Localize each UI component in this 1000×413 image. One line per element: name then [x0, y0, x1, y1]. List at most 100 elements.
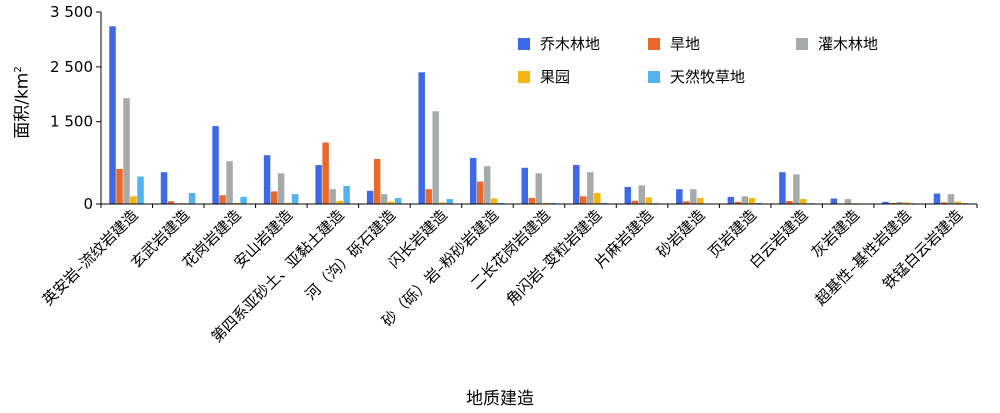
- bar-3-10: [645, 197, 653, 204]
- bar-3-8: [542, 202, 549, 204]
- legend-label: 灌木林地: [818, 35, 879, 53]
- bar-1-0: [116, 168, 123, 204]
- bar-0-9: [573, 165, 580, 204]
- y-axis-label: 面积/km2: [12, 66, 33, 139]
- bar-1-7: [476, 181, 484, 204]
- bar-4-3: [291, 194, 299, 204]
- bar-1-2: [219, 195, 226, 204]
- bar-3-12: [748, 197, 756, 204]
- bar-4-9: [601, 202, 608, 204]
- bar-1-13: [786, 200, 793, 204]
- y-tick-label: 0: [83, 195, 93, 213]
- bar-0-4: [315, 165, 322, 204]
- bar-2-6: [432, 111, 439, 204]
- bar-4-6: [446, 199, 453, 204]
- bar-1-11: [683, 201, 690, 204]
- bar-3-3: [284, 202, 292, 204]
- legend-item: 果园: [518, 66, 570, 87]
- bar-0-0: [109, 26, 116, 205]
- bar-2-16: [947, 194, 955, 204]
- bar-0-7: [469, 157, 477, 204]
- bar-4-7: [497, 202, 505, 204]
- y-tick-label: 1 500: [50, 113, 93, 131]
- bar-2-15: [896, 201, 903, 204]
- legend-swatch: [796, 37, 808, 50]
- bar-4-2: [240, 196, 247, 204]
- bar-1-16: [940, 202, 948, 204]
- bar-0-3: [263, 155, 271, 204]
- bar-1-15: [889, 202, 896, 204]
- legend-label: 果园: [540, 68, 571, 86]
- bar-0-2: [212, 126, 219, 204]
- bar-3-6: [439, 202, 446, 204]
- bar-2-0: [123, 98, 130, 204]
- bar-0-5: [366, 190, 374, 204]
- legend-label: 旱地: [670, 35, 701, 53]
- bar-4-8: [549, 202, 556, 204]
- bar-0-12: [727, 196, 735, 204]
- legend-label: 乔木林地: [540, 35, 601, 53]
- bar-3-9: [594, 193, 601, 204]
- bar-3-0: [130, 196, 137, 204]
- bar-0-15: [882, 201, 889, 204]
- bar-1-3: [270, 191, 278, 204]
- bar-2-10: [638, 185, 646, 204]
- bar-0-1: [160, 172, 168, 204]
- bar-3-15: [903, 202, 910, 204]
- bar-2-7: [483, 166, 491, 204]
- bar-0-8: [521, 167, 528, 204]
- bar-2-2: [226, 161, 233, 204]
- x-tick-label: 河（沟）砾石建造: [302, 206, 400, 304]
- bar-4-5: [394, 197, 402, 204]
- bar-1-8: [528, 197, 535, 204]
- bar-2-13: [793, 174, 800, 204]
- bar-1-6: [425, 189, 432, 204]
- bar-3-7: [490, 198, 498, 204]
- bar-0-6: [418, 72, 425, 204]
- bar-1-1: [167, 201, 175, 204]
- legend-swatch: [648, 70, 660, 83]
- bar-1-10: [631, 200, 639, 204]
- bars-group: [109, 26, 969, 205]
- bar-2-11: [690, 189, 697, 204]
- bar-0-10: [624, 186, 632, 204]
- y-tick-label: 2 500: [50, 58, 93, 76]
- bar-1-12: [734, 201, 742, 204]
- legend-item: 灌木林地: [796, 33, 878, 54]
- bar-3-5: [387, 201, 395, 204]
- bar-1-4: [322, 142, 329, 204]
- legend-label: 天然牧草地: [670, 68, 746, 86]
- x-axis-label: 地质建造: [466, 389, 534, 409]
- bar-3-2: [233, 202, 240, 204]
- legend-item: 乔木林地: [518, 33, 600, 54]
- bar-3-4: [336, 200, 343, 204]
- legend-item: 天然牧草地: [648, 66, 745, 87]
- bar-2-3: [277, 173, 285, 204]
- y-tick-label: 3 500: [50, 3, 93, 21]
- bar-0-14: [830, 198, 838, 204]
- bar-2-9: [587, 172, 594, 204]
- legend-item: 旱地: [648, 33, 700, 54]
- bar-4-12: [755, 202, 763, 204]
- bar-2-5: [380, 194, 388, 204]
- bar-3-13: [800, 199, 807, 204]
- bar-0-16: [933, 193, 941, 204]
- bar-2-14: [844, 199, 852, 204]
- bar-4-4: [343, 185, 350, 204]
- bar-2-8: [535, 173, 542, 204]
- bar-3-16: [954, 201, 962, 204]
- bar-0-13: [779, 172, 786, 204]
- legend-swatch: [518, 70, 530, 83]
- bar-2-12: [741, 196, 749, 204]
- bar-0-11: [676, 189, 683, 204]
- bar-1-5: [373, 159, 381, 204]
- bar-4-1: [188, 193, 196, 204]
- bar-4-0: [137, 176, 144, 204]
- bar-3-11: [697, 197, 704, 204]
- x-tick-label: 角闪岩–变粒岩建造: [502, 206, 605, 309]
- legend-swatch: [648, 37, 660, 50]
- legend-swatch: [518, 37, 530, 50]
- x-tick-label: 英安岩–流纹岩建造: [39, 206, 142, 309]
